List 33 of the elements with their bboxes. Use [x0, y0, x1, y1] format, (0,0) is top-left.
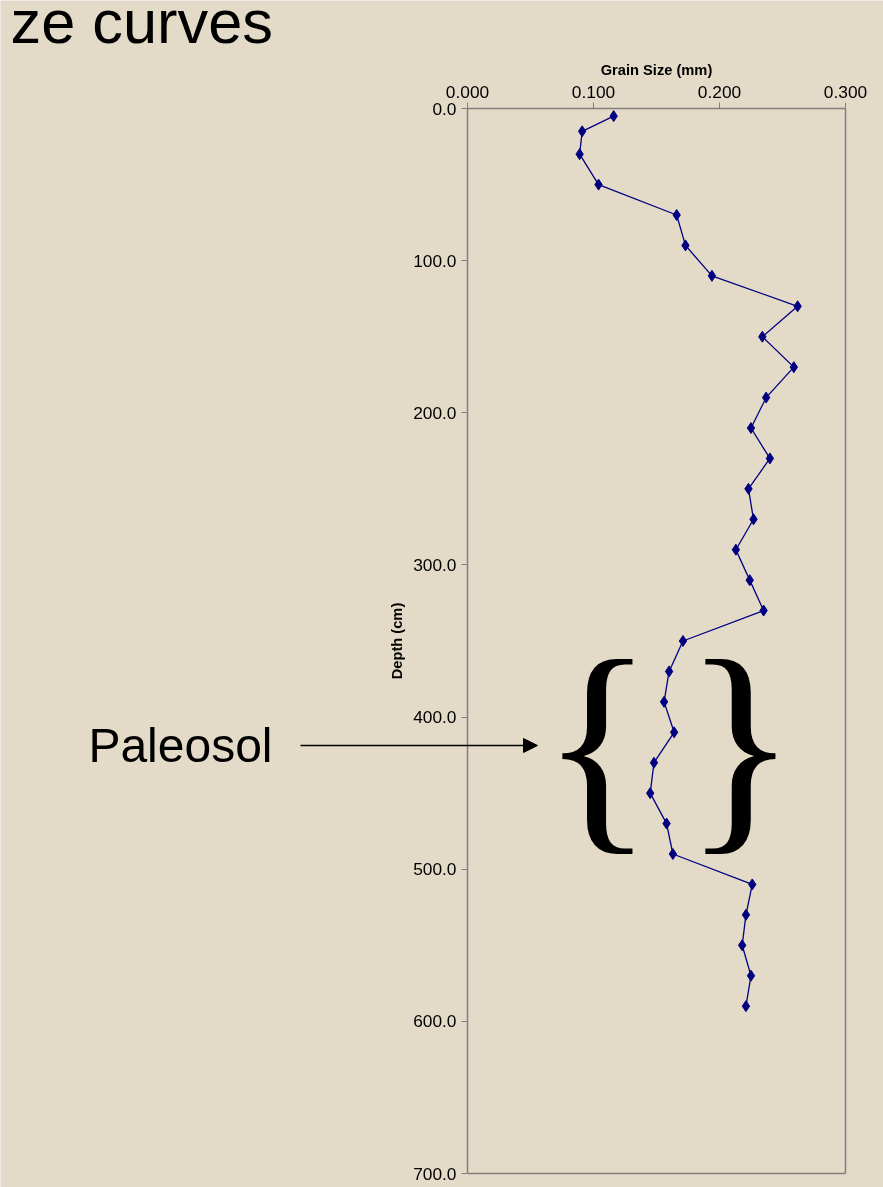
y-tick-label: 500.0: [413, 859, 457, 880]
y-tick-label: 600.0: [413, 1011, 457, 1032]
point: [672, 209, 681, 221]
point: [761, 391, 771, 404]
point: [741, 908, 751, 921]
point: [664, 665, 674, 678]
point: [789, 361, 799, 374]
point: [678, 635, 688, 647]
point: [668, 848, 678, 860]
point: [659, 695, 669, 708]
y-tick-label: 100.0: [413, 250, 457, 271]
point: [765, 452, 775, 465]
y-tick-label: 200.0: [413, 402, 457, 423]
point: [731, 543, 741, 556]
x-tick-label: 0.300: [823, 81, 868, 102]
x-axis-title: Grain Size (mm): [600, 61, 713, 78]
x-tick-label: 0.100: [571, 81, 616, 102]
x-tick-label: 0.200: [697, 81, 742, 102]
point: [649, 756, 659, 769]
point: [746, 422, 756, 434]
y-tick-label: 300.0: [413, 554, 457, 575]
point: [577, 125, 587, 138]
annotation: }: [684, 612, 797, 873]
point: [741, 1000, 751, 1013]
chart-title: ze curves: [10, 0, 273, 56]
point: [669, 726, 679, 739]
y-tick-label: 400.0: [413, 707, 457, 728]
y-axis-title: Depth (cm): [389, 602, 406, 680]
point: [707, 269, 717, 282]
text: Paleosol: [88, 719, 273, 772]
annotation: {: [541, 612, 654, 873]
point: [746, 969, 756, 982]
y-tick-label: 700.0: [413, 1163, 457, 1184]
